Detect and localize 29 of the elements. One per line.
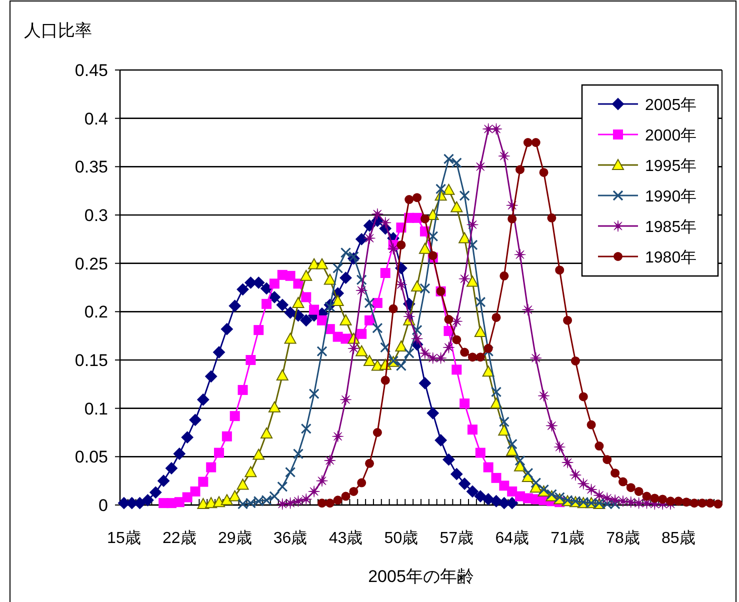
x-tick-label: 50歳 <box>384 529 418 547</box>
x-tick-label: 36歳 <box>273 529 308 547</box>
x-tick-label: 43歳 <box>328 529 363 547</box>
legend-label: 2000年 <box>645 128 697 144</box>
y-tick-label: 0.4 <box>84 109 108 128</box>
y-tick-label: 0.35 <box>74 158 108 177</box>
x-tick-label: 78歳 <box>606 529 640 547</box>
legend-label: 1990年 <box>645 188 697 206</box>
y-axis-title: 人口比率 <box>24 21 92 40</box>
x-tick-label: 29歳 <box>218 529 252 547</box>
y-tick-label: 0.25 <box>74 254 108 274</box>
y-tick-label: 0.45 <box>74 61 108 80</box>
y-tick-label: 0.3 <box>84 206 108 225</box>
legend-label: 1995年 <box>645 158 697 175</box>
x-tick-label: 71歳 <box>550 529 584 547</box>
y-tick-label: 0.2 <box>84 302 108 322</box>
x-tick-label: 15歳 <box>107 529 141 547</box>
legend-label: 1985年 <box>645 219 697 236</box>
y-tick-label: 0.1 <box>84 399 108 418</box>
x-tick-label: 22歳 <box>162 529 196 547</box>
y-tick-label: 0 <box>98 496 108 515</box>
y-tick-label: 0.15 <box>74 351 108 370</box>
y-tick-label: 0.05 <box>74 448 108 467</box>
x-axis-title: 2005年の年齢 <box>368 567 474 586</box>
x-tick-label: 64歳 <box>495 529 529 547</box>
x-tick-label: 85歳 <box>662 529 696 547</box>
legend-label: 2005年 <box>645 97 697 114</box>
x-tick-label: 57歳 <box>440 529 474 547</box>
legend-label: 1980年 <box>645 250 697 266</box>
